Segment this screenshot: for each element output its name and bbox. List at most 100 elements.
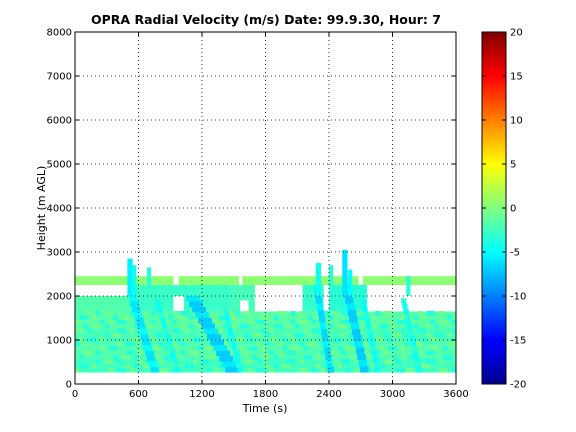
velocity-streak [224, 313, 229, 319]
velocity-streak [414, 356, 420, 362]
velocity-streak [318, 316, 326, 323]
velocity-cell [130, 341, 135, 347]
velocity-cell [439, 310, 444, 316]
velocity-streak [372, 356, 378, 362]
velocity-cell [104, 324, 109, 329]
velocity-cell [379, 337, 385, 342]
velocity-cell [312, 368, 317, 373]
x-axis-ticks: 0 600 1200 1800 2400 3000 3600 [72, 32, 469, 400]
velocity-cell [345, 368, 351, 373]
velocity-cell [286, 350, 291, 355]
data-gap [358, 276, 363, 285]
colorbar-tick-label: 10 [510, 116, 523, 127]
velocity-streak [207, 334, 221, 340]
colorbar-tick-label: -10 [510, 292, 526, 303]
y-tick-label: 0 [66, 380, 72, 391]
velocity-cell [206, 368, 211, 373]
velocity-cell [299, 332, 304, 338]
velocity-cell [384, 310, 389, 316]
velocity-cell [413, 324, 418, 329]
velocity-streak [156, 306, 163, 313]
velocity-cell [358, 315, 363, 320]
velocity-cell [426, 350, 431, 355]
velocity-streak [132, 306, 141, 313]
velocity-cell [434, 324, 440, 329]
velocity-cell [299, 359, 304, 364]
velocity-streak [415, 361, 421, 368]
velocity-streak [411, 346, 418, 352]
velocity-cell [451, 368, 456, 373]
velocity-streak [137, 323, 146, 329]
velocity-cell [257, 341, 262, 347]
velocity-cell [83, 315, 88, 320]
velocity-layer [75, 296, 131, 312]
velocity-cell [176, 354, 181, 360]
velocity-cell [345, 346, 351, 351]
velocity-cell [100, 319, 105, 325]
velocity-cell [316, 328, 321, 333]
velocity-cell [341, 332, 346, 338]
velocity-cell [290, 350, 296, 355]
velocity-cell [443, 368, 448, 373]
velocity-cell [146, 332, 152, 338]
velocity-cell [341, 319, 346, 325]
velocity-cell [392, 354, 397, 360]
velocity-cell [248, 319, 253, 325]
velocity-cell [185, 310, 190, 316]
velocity-cell [422, 315, 427, 320]
velocity-cell [83, 363, 88, 369]
velocity-cell [290, 337, 296, 342]
data-gap [390, 285, 456, 312]
velocity-cell [371, 315, 376, 320]
velocity-streak [357, 353, 366, 361]
velocity-cell [426, 363, 431, 369]
velocity-cell [185, 328, 190, 333]
velocity-streak [404, 314, 410, 320]
velocity-cell [210, 354, 215, 360]
velocity-cell [117, 368, 122, 373]
chart-title: OPRA Radial Velocity (m/s) Date: 99.9.30… [91, 12, 441, 27]
velocity-cell [443, 346, 448, 351]
velocity-cell [168, 354, 173, 360]
velocity-cell [185, 363, 190, 369]
velocity-cell [384, 332, 389, 338]
velocity-cell [358, 328, 363, 333]
colorbar-tick-label: 20 [510, 28, 523, 39]
velocity-cell [75, 368, 80, 373]
velocity-streak [138, 328, 148, 335]
velocity-cell [155, 332, 160, 338]
velocity-cell [206, 359, 211, 364]
velocity-streak [236, 363, 241, 369]
velocity-streak [370, 345, 376, 351]
velocity-streak [416, 367, 423, 373]
velocity-cell [451, 328, 456, 333]
x-axis-label: Time (s) [242, 402, 288, 415]
velocity-cell [430, 350, 435, 355]
data-gap [367, 296, 378, 312]
velocity-cell [189, 350, 194, 355]
velocity-streak [320, 322, 327, 329]
velocity-cell [337, 346, 342, 351]
velocity-cell [117, 328, 122, 333]
x-tick-label: 3600 [443, 389, 468, 400]
x-tick-label: 1800 [253, 389, 278, 400]
velocity-cell [316, 363, 321, 369]
velocity-cell [244, 359, 249, 364]
velocity-cell [384, 324, 389, 329]
velocity-cell [375, 310, 380, 316]
velocity-streak [210, 339, 224, 346]
velocity-streak [223, 309, 228, 314]
velocity-cell [396, 332, 401, 338]
grid-lines [75, 32, 456, 384]
velocity-cell [422, 328, 427, 333]
velocity-cell [206, 354, 211, 360]
velocity-streak [405, 319, 412, 325]
velocity-cell [379, 324, 385, 329]
velocity-cell [121, 315, 126, 320]
velocity-cell [87, 350, 92, 355]
velocity-cell [388, 319, 393, 325]
velocity-cell [227, 310, 232, 316]
velocity-streak [355, 347, 365, 354]
velocity-spike [146, 267, 152, 285]
velocity-cell [163, 319, 169, 325]
